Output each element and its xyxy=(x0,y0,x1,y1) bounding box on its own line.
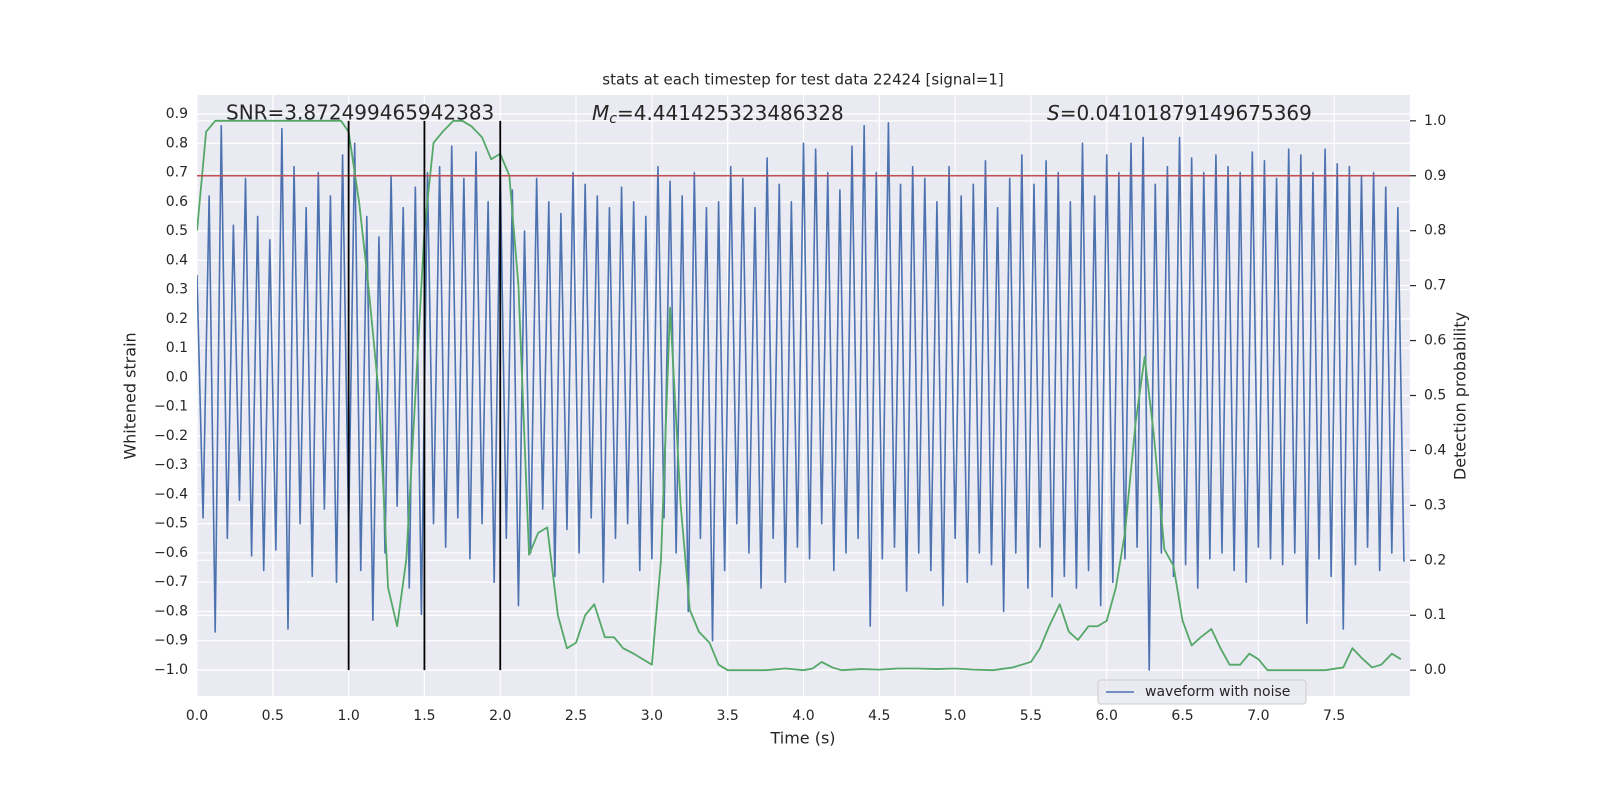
y2-tick-label: 0.9 xyxy=(1424,168,1446,184)
y-tick-label: −0.1 xyxy=(154,399,188,415)
y-tick-label: −0.3 xyxy=(154,457,188,473)
y-tick-label: 0.2 xyxy=(166,311,188,327)
x-tick-label: 0.5 xyxy=(262,708,284,724)
annotation-value: =0.04101879149675369 xyxy=(1060,101,1312,125)
y-tick-label: 0.9 xyxy=(166,106,188,122)
legend-box xyxy=(1097,679,1307,705)
y-tick-label: 0.0 xyxy=(166,369,188,385)
y-tick-label: 0.8 xyxy=(166,135,188,151)
x-tick-label: 3.0 xyxy=(641,708,663,724)
annotation: Mc=4.441425323486328 xyxy=(592,101,844,128)
x-tick-label: 4.5 xyxy=(868,708,890,724)
y2-tick-label: 0.5 xyxy=(1424,388,1446,404)
y-tick-label: 0.3 xyxy=(166,282,188,298)
y-tick-label: −0.4 xyxy=(154,486,188,502)
y2-tick-label: 0.4 xyxy=(1424,442,1446,458)
legend-label: waveform with noise xyxy=(1145,684,1290,700)
y-tick-label: −0.8 xyxy=(154,603,188,619)
x-tick-label: 3.5 xyxy=(717,708,739,724)
y2-tick-label: 0.8 xyxy=(1424,223,1446,239)
y-tick-label: −1.0 xyxy=(154,662,188,678)
annotation: SNR=3.872499465942383 xyxy=(226,101,494,125)
y-tick-label: −0.2 xyxy=(154,428,188,444)
y2-tick-label: 1.0 xyxy=(1424,113,1446,129)
x-tick-label: 1.5 xyxy=(413,708,435,724)
x-tick-label: 6.5 xyxy=(1171,708,1193,724)
y-tick-label: −0.9 xyxy=(154,633,188,649)
probability-line xyxy=(197,119,1402,672)
y2-axis-label: Detection probability xyxy=(1451,312,1470,480)
y-tick-label: 0.7 xyxy=(166,165,188,181)
y-tick-label: 0.6 xyxy=(166,194,188,210)
x-tick-label: 4.0 xyxy=(792,708,814,724)
y-tick-label: −0.6 xyxy=(154,545,188,561)
x-axis-label: Time (s) xyxy=(769,729,835,748)
x-tick-label: 5.5 xyxy=(1020,708,1042,724)
chart-title: stats at each timestep for test data 224… xyxy=(602,71,1003,89)
y2-tick-label: 0.6 xyxy=(1424,333,1446,349)
annotation-symbol: M xyxy=(592,101,609,125)
x-tick-label: 5.0 xyxy=(944,708,966,724)
y2-tick-label: 0.3 xyxy=(1424,497,1446,513)
annotation-subscript: c xyxy=(609,111,617,127)
x-tick-label: 7.0 xyxy=(1247,708,1269,724)
y-axis-label: Whitened strain xyxy=(121,332,140,459)
y2-tick-label: 0.1 xyxy=(1424,607,1446,623)
y-tick-label: −0.5 xyxy=(154,516,188,532)
y2-tick-label: 0.0 xyxy=(1424,662,1446,678)
annotation-symbol: S xyxy=(1047,101,1060,125)
x-tick-label: 0.0 xyxy=(186,708,208,724)
x-tick-label: 2.5 xyxy=(565,708,587,724)
x-tick-label: 1.0 xyxy=(337,708,359,724)
y-tick-label: 0.4 xyxy=(166,252,188,268)
x-tick-label: 7.5 xyxy=(1323,708,1345,724)
y-tick-label: 0.1 xyxy=(166,340,188,356)
annotation-value: =4.441425323486328 xyxy=(617,101,844,125)
x-tick-label: 2.0 xyxy=(489,708,511,724)
y-tick-label: 0.5 xyxy=(166,223,188,239)
y-tick-label: −0.7 xyxy=(154,574,188,590)
marks xyxy=(197,119,1410,672)
annotation: S=0.04101879149675369 xyxy=(1047,101,1312,125)
waveform-line xyxy=(197,122,1405,671)
x-tick-label: 6.0 xyxy=(1096,708,1118,724)
y2-tick-label: 0.2 xyxy=(1424,552,1446,568)
y2-tick-label: 0.7 xyxy=(1424,278,1446,294)
